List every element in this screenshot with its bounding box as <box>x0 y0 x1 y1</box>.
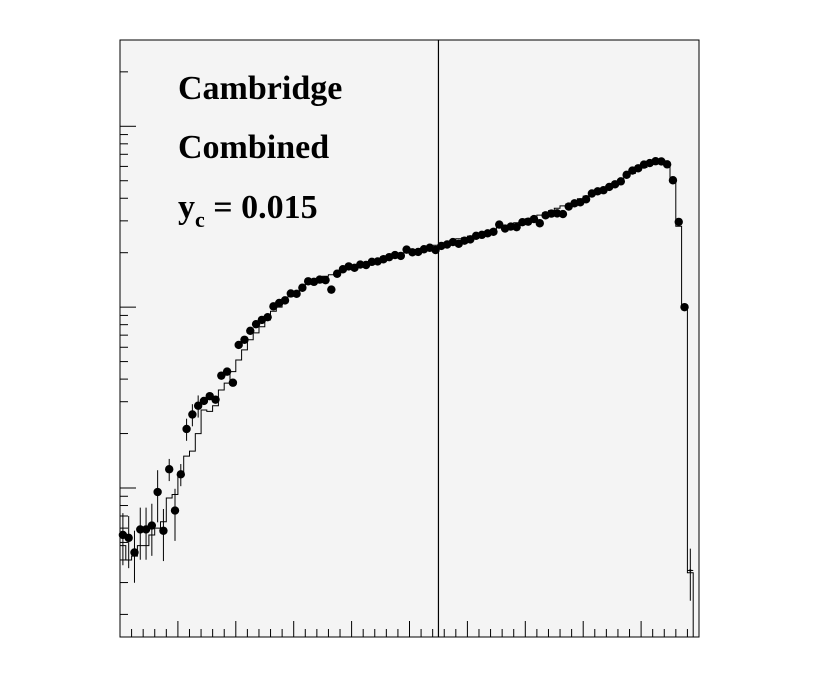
data-point <box>165 465 174 474</box>
annotation-sample: Combined <box>178 129 329 166</box>
data-point <box>188 410 197 419</box>
data-point <box>170 506 180 515</box>
data-point <box>211 395 220 404</box>
data-point <box>159 526 168 535</box>
data-point <box>680 302 689 312</box>
data-point <box>136 525 145 534</box>
data-point <box>199 396 209 406</box>
data-point <box>176 470 185 479</box>
data-point <box>489 227 498 236</box>
plot-area <box>120 40 699 637</box>
data-point <box>292 289 301 299</box>
chart-marks <box>118 40 694 637</box>
data-point <box>332 269 342 278</box>
annotation-ycut-value: = 0.015 <box>205 189 318 226</box>
data-point <box>193 401 203 410</box>
data-point <box>689 569 692 572</box>
data-point <box>280 296 290 305</box>
data-point <box>396 251 406 261</box>
annotation-ycut-subscript: c <box>195 207 205 232</box>
data-point <box>662 160 672 169</box>
data-point <box>558 209 568 219</box>
data-point <box>616 177 626 186</box>
axes <box>119 39 700 637</box>
data-point <box>124 533 133 543</box>
data-point <box>327 285 336 294</box>
data-point <box>147 521 157 530</box>
data-point <box>622 170 631 180</box>
data-point <box>581 195 591 204</box>
annotation-ycut-symbol: y <box>178 189 195 226</box>
data-point <box>512 222 521 232</box>
data-point <box>263 312 272 322</box>
data-point <box>130 548 139 557</box>
data-point <box>222 367 232 376</box>
data-point <box>251 319 261 329</box>
data-point <box>234 340 243 350</box>
data-point <box>674 217 683 227</box>
data-point <box>153 487 162 497</box>
annotation-algorithm: Cambridge <box>178 70 342 107</box>
data-point <box>321 275 330 285</box>
plot-frame <box>119 39 700 638</box>
annotation-ycut: yc = 0.015 <box>178 189 318 232</box>
data-point <box>529 214 539 224</box>
data-point <box>298 283 307 292</box>
data-point <box>535 219 544 228</box>
data-point <box>228 378 238 387</box>
data-point <box>240 335 249 344</box>
data-point <box>246 326 255 335</box>
data-point <box>182 424 191 434</box>
data-point <box>668 176 678 185</box>
